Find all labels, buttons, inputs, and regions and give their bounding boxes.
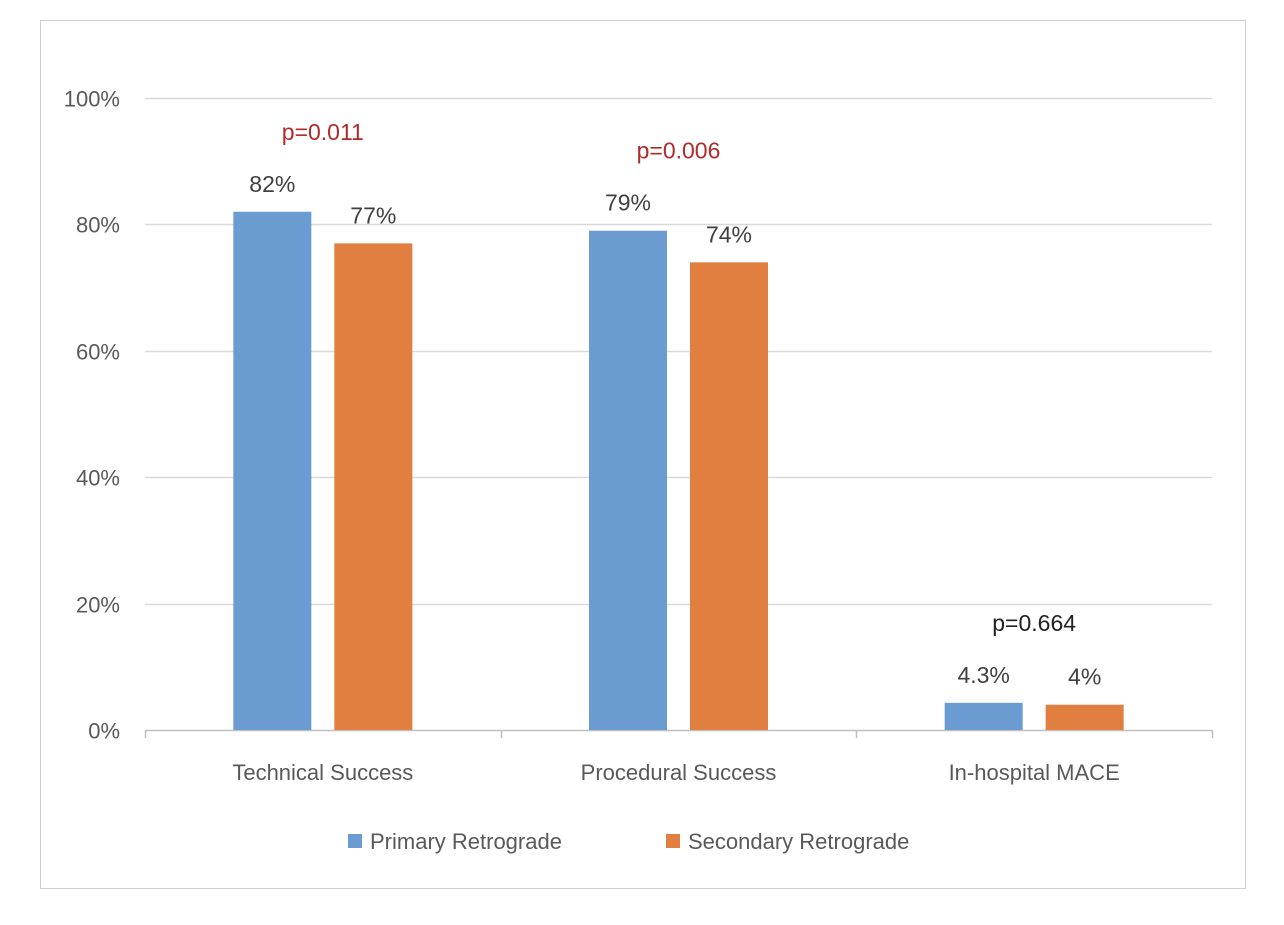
y-tick-label: 0% xyxy=(88,719,120,744)
x-tick-label: Technical Success xyxy=(232,760,413,785)
data-label: 77% xyxy=(350,202,396,228)
bar xyxy=(1045,704,1124,730)
legend-label: Secondary Retrograde xyxy=(688,829,909,854)
y-tick-label: 20% xyxy=(76,593,120,618)
p-value-annotation: p=0.006 xyxy=(637,138,721,164)
bar xyxy=(233,211,312,730)
p-value-annotation: p=0.011 xyxy=(282,119,364,145)
data-label: 82% xyxy=(249,171,295,197)
y-tick-label: 80% xyxy=(76,213,120,238)
x-tick-label: In-hospital MACE xyxy=(949,760,1120,785)
bar xyxy=(944,702,1023,730)
y-tick-label: 60% xyxy=(76,340,120,365)
bar xyxy=(690,262,768,730)
y-tick-label: 100% xyxy=(64,87,120,112)
data-label: 79% xyxy=(605,190,651,216)
x-tick-label: Procedural Success xyxy=(581,760,777,785)
legend-swatch xyxy=(666,834,680,848)
legend-swatch xyxy=(348,834,362,848)
data-label: 74% xyxy=(706,221,752,247)
legend-label: Primary Retrograde xyxy=(370,829,562,854)
y-tick-label: 40% xyxy=(76,466,120,491)
bar xyxy=(334,243,413,731)
data-label: 4.3% xyxy=(957,662,1009,688)
bar xyxy=(589,230,667,730)
data-label: 4% xyxy=(1068,664,1101,690)
p-value-annotation: p=0.664 xyxy=(992,610,1076,636)
